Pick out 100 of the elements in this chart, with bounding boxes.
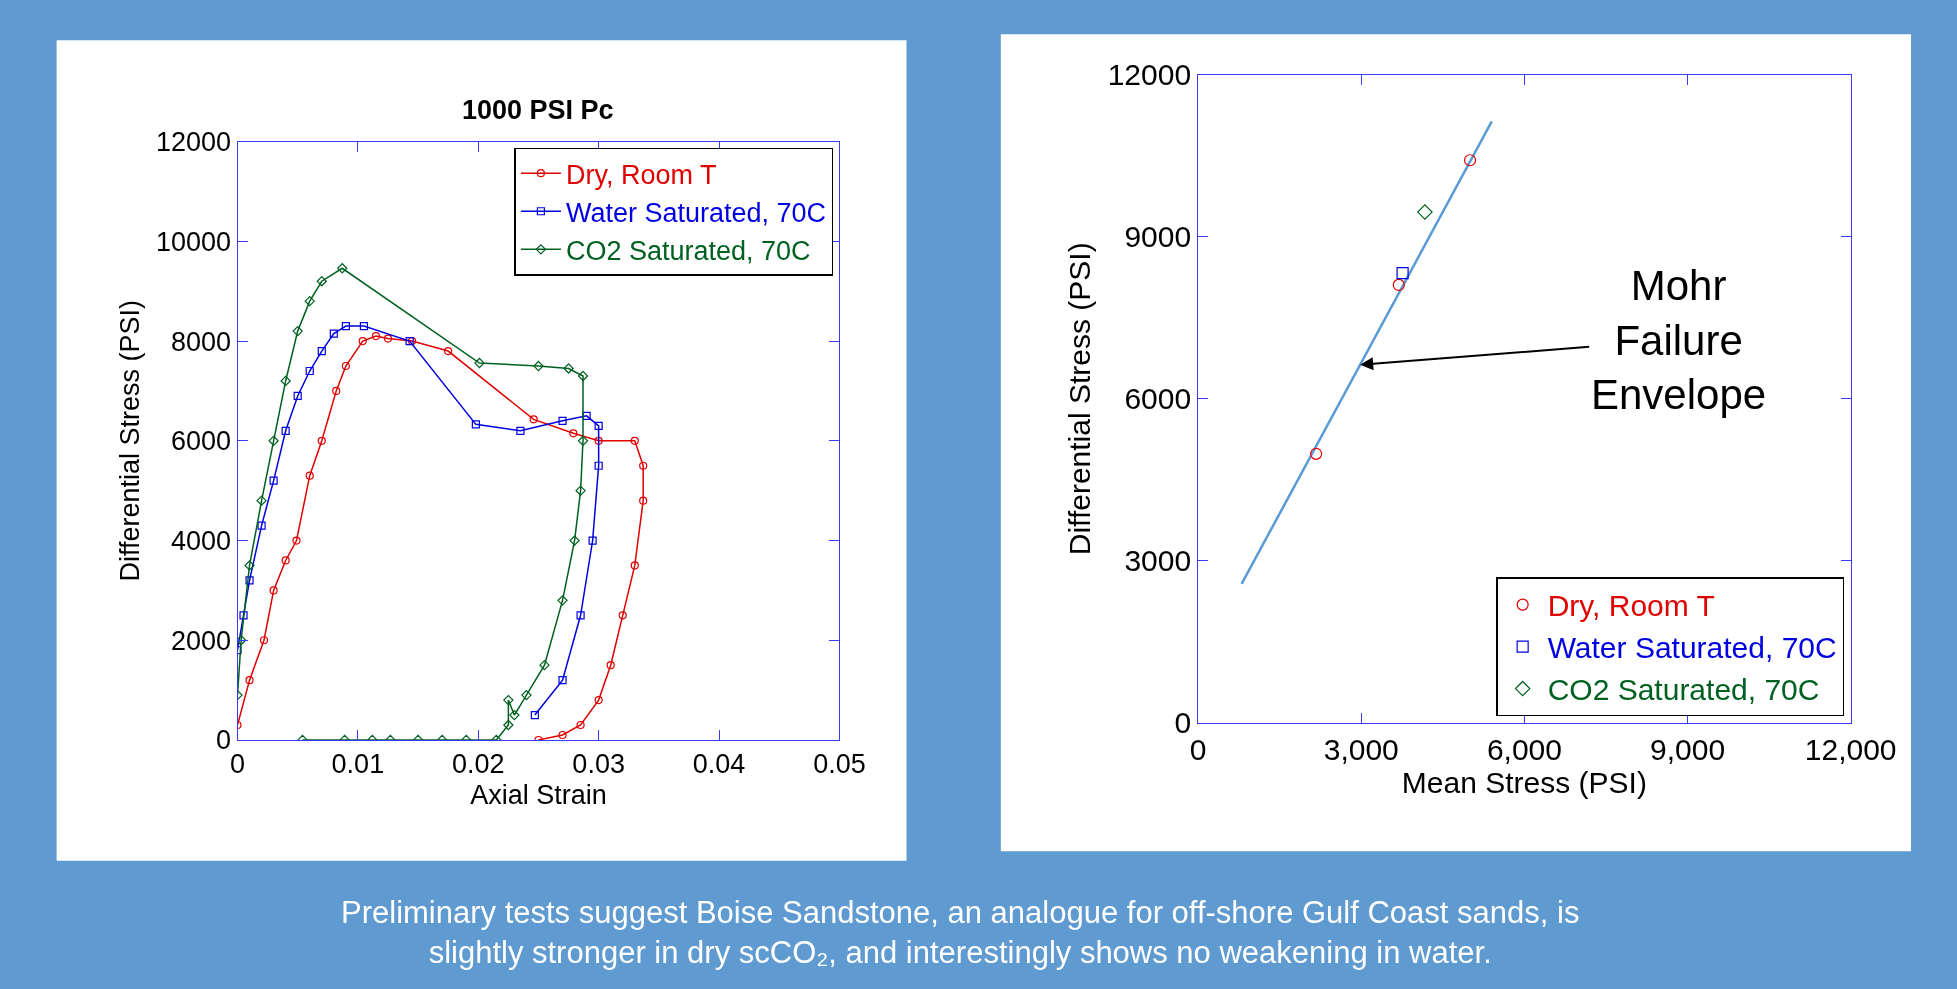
point [558, 416, 567, 425]
point [569, 429, 578, 438]
point [533, 360, 544, 372]
point [305, 366, 314, 376]
y-tick-label: 6000 [1124, 382, 1192, 416]
point [256, 495, 267, 506]
point [316, 276, 327, 287]
point [588, 536, 597, 545]
legend-label: Water Saturated, 70C [1547, 631, 1837, 665]
x-tick-label: 9,000 [1650, 732, 1726, 766]
point [237, 635, 247, 646]
point [245, 676, 254, 685]
point [558, 676, 567, 685]
point [639, 461, 648, 470]
text: Preliminary tests suggest Boise Sandstone, an analogue for off-shore Gulf Coast sands, is slightly stronger in dry scCO₂, and interestingly shows no weakening in water. [341, 895, 1580, 971]
point [244, 560, 255, 571]
legend-label: CO2 Saturated, 70C [1547, 673, 1820, 707]
point [329, 329, 338, 338]
point [358, 336, 367, 346]
x-tick-label: 0.01 [331, 749, 385, 780]
point [509, 709, 520, 721]
point [582, 411, 591, 420]
point [558, 730, 567, 740]
annotation: Mohr Failure Envelope [1591, 262, 1767, 419]
point [1310, 447, 1323, 460]
point [1463, 154, 1477, 167]
x-axis-title: Axial Strain [470, 779, 607, 810]
y-tick-label: 12000 [1107, 58, 1192, 92]
point [280, 375, 291, 387]
y-tick-label: 8000 [171, 326, 232, 357]
point [630, 436, 639, 445]
point [269, 476, 278, 485]
point [639, 496, 648, 505]
point [317, 436, 326, 445]
legend-label: Dry, Room T [1547, 589, 1715, 623]
legend-label: Dry, Room T [565, 159, 717, 190]
point [594, 695, 603, 705]
point [539, 660, 550, 671]
point [618, 611, 627, 620]
point [576, 611, 585, 620]
point [594, 421, 603, 430]
point [341, 322, 350, 331]
point [359, 322, 368, 331]
point [471, 420, 480, 429]
point [305, 471, 314, 480]
point [383, 334, 393, 343]
point [371, 331, 381, 341]
point [1417, 204, 1433, 220]
point [606, 661, 615, 670]
legend-label: CO2 Saturated, 70C [565, 235, 811, 266]
point [503, 694, 514, 706]
point [563, 363, 574, 374]
x-tick-label: 3,000 [1323, 732, 1399, 766]
point [521, 689, 532, 701]
point [594, 461, 603, 470]
point [337, 263, 348, 274]
point [332, 386, 341, 396]
point [239, 611, 248, 620]
y-tick-label: 0 [1174, 706, 1192, 740]
y-tick-label: 10000 [156, 226, 232, 257]
point [257, 521, 266, 530]
point [304, 296, 315, 307]
point [444, 346, 453, 356]
y-axis-title: Differential Stress (PSI) [115, 300, 146, 582]
y-tick-label: 3000 [1124, 544, 1192, 578]
y-tick-label: 4000 [171, 525, 232, 556]
point [516, 426, 525, 435]
point [529, 415, 538, 424]
x-axis-title: Mean Stress (PSI) [1401, 765, 1647, 799]
point [503, 719, 514, 731]
x-tick-label: 12,000 [1804, 732, 1897, 766]
point [1392, 278, 1405, 292]
x-tick-label: 0.05 [813, 749, 866, 780]
point [594, 436, 603, 445]
point [530, 710, 539, 720]
point [292, 536, 301, 545]
y-tick-label: 2000 [171, 625, 232, 656]
y-tick-label: 12000 [156, 127, 232, 158]
y-axis-title: Differential Stress (PSI) [1062, 242, 1096, 556]
point [281, 426, 290, 435]
legend-label: Water Saturated, 70C [565, 197, 827, 228]
point [268, 435, 279, 446]
point [575, 485, 586, 496]
x-tick-label: 0.04 [692, 749, 746, 780]
point [293, 391, 302, 401]
point [577, 370, 589, 382]
chart-title: 1000 PSI Pc [462, 95, 614, 125]
x-tick-label: 0.02 [451, 749, 505, 780]
y-tick-label: 9000 [1124, 220, 1192, 254]
point [269, 586, 278, 595]
point [474, 357, 485, 369]
point [341, 361, 350, 371]
point [259, 636, 269, 645]
x-tick-label: 0.03 [572, 749, 625, 780]
point [317, 346, 326, 356]
point [577, 435, 589, 446]
point [1396, 266, 1409, 280]
point [245, 576, 254, 585]
y-tick-label: 6000 [171, 426, 232, 457]
point [569, 535, 580, 546]
